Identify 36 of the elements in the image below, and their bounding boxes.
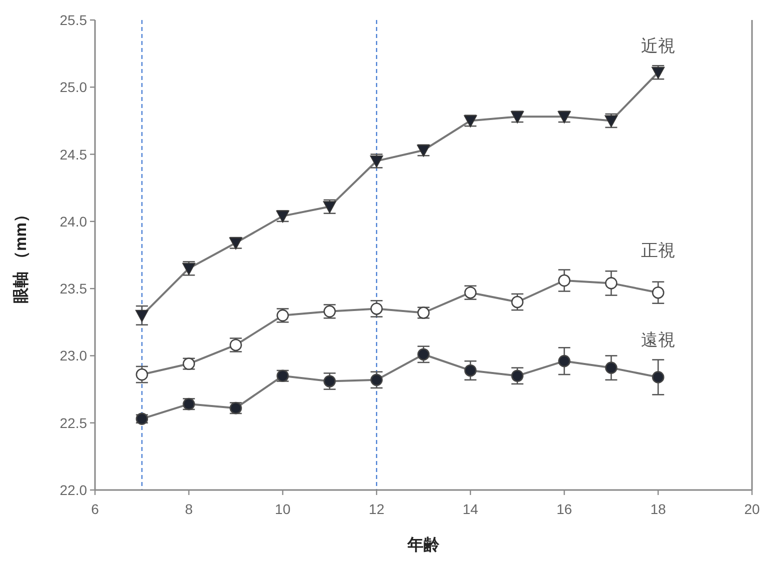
point — [464, 364, 477, 377]
x-tick-label: 14 — [462, 501, 478, 517]
point — [136, 368, 148, 381]
point — [417, 348, 430, 361]
y-tick-label: 23.5 — [60, 280, 88, 297]
point — [605, 277, 618, 290]
point — [511, 370, 524, 382]
y-tick-label: 22.5 — [60, 414, 88, 431]
point — [558, 354, 570, 368]
point — [370, 374, 383, 386]
y-tick-label: 23.0 — [60, 348, 88, 364]
x-tick-label: 12 — [368, 501, 385, 517]
series-label: 遠視 — [641, 330, 676, 350]
x-tick-label: 10 — [274, 501, 291, 517]
point — [135, 310, 148, 322]
point — [323, 375, 336, 388]
y-tick-label: 25.5 — [60, 12, 88, 28]
y-axis-title: 眼軸 （mm） — [12, 206, 30, 304]
x-tick-label: 8 — [184, 501, 193, 517]
point — [370, 302, 383, 315]
x-tick-label: 16 — [556, 501, 572, 517]
point — [652, 286, 664, 299]
series-label: 近視 — [641, 36, 676, 56]
point — [511, 296, 524, 308]
y-tick-label: 22.0 — [60, 482, 88, 498]
point — [652, 371, 664, 384]
y-tick-label: 24.0 — [60, 213, 88, 230]
x-tick-label: 20 — [744, 501, 760, 517]
series-label: 正視 — [641, 240, 676, 260]
point — [558, 274, 570, 287]
point — [605, 362, 618, 374]
x-axis-title: 年齢 — [406, 536, 440, 554]
x-tick-label: 6 — [91, 501, 100, 517]
x-tick-label: 18 — [650, 501, 666, 517]
y-tick-label: 25.0 — [60, 79, 88, 96]
y-tick-label: 24.5 — [60, 146, 88, 162]
